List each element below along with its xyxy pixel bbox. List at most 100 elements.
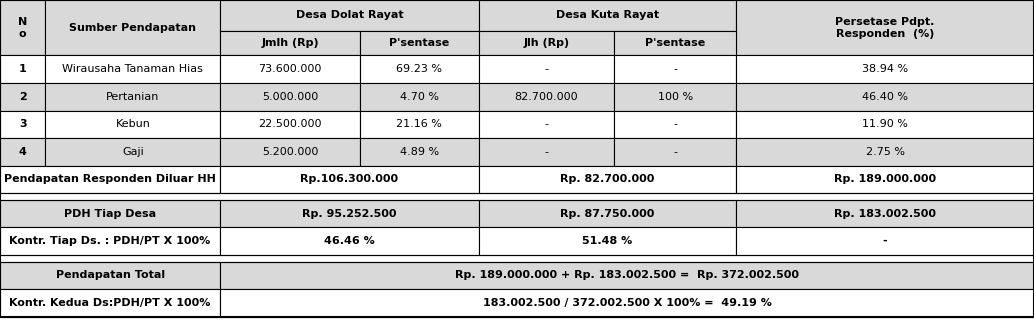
Bar [736, 0, 1034, 55]
Text: 100 %: 100 % [658, 92, 693, 102]
Bar [0, 289, 220, 317]
Bar [0, 200, 220, 227]
Bar [0, 111, 45, 138]
Text: 3: 3 [19, 119, 27, 129]
Bar [614, 31, 736, 55]
Bar [479, 83, 614, 111]
Text: N
o: N o [19, 17, 27, 39]
Text: Rp. 183.002.500: Rp. 183.002.500 [834, 208, 936, 219]
Text: 4: 4 [19, 147, 27, 157]
Bar [736, 200, 1034, 227]
Text: 38.94 %: 38.94 % [862, 64, 908, 74]
Text: Kontr. Tiap Ds. : PDH/PT X 100%: Kontr. Tiap Ds. : PDH/PT X 100% [9, 236, 211, 246]
Text: Kebun: Kebun [116, 119, 150, 129]
Bar [360, 138, 479, 166]
Text: Rp. 189.000.000: Rp. 189.000.000 [834, 174, 936, 185]
Text: -: - [673, 147, 677, 157]
Text: Pendapatan Total: Pendapatan Total [56, 270, 164, 281]
Text: Persetase Pdpt.
Responden  (%): Persetase Pdpt. Responden (%) [835, 17, 935, 39]
Text: -: - [545, 64, 548, 74]
Text: -: - [883, 236, 887, 246]
Text: Rp.106.300.000: Rp.106.300.000 [301, 174, 398, 185]
Bar [614, 55, 736, 83]
Text: Pendapatan Responden Diluar HH: Pendapatan Responden Diluar HH [4, 174, 216, 185]
Text: PDH Tiap Desa: PDH Tiap Desa [64, 208, 156, 219]
Text: 2.75 %: 2.75 % [865, 147, 905, 157]
Bar [220, 166, 479, 193]
Bar [0, 166, 220, 193]
Bar [0, 83, 45, 111]
Text: Jmlh (Rp): Jmlh (Rp) [262, 38, 318, 48]
Text: 183.002.500 / 372.002.500 X 100% =  49.19 %: 183.002.500 / 372.002.500 X 100% = 49.19… [483, 298, 771, 308]
Bar [479, 0, 736, 31]
Text: 11.90 %: 11.90 % [862, 119, 908, 129]
Text: Rp. 87.750.000: Rp. 87.750.000 [560, 208, 655, 219]
Bar [45, 0, 220, 55]
Text: Rp. 95.252.500: Rp. 95.252.500 [302, 208, 397, 219]
Bar [479, 31, 614, 55]
Bar [614, 138, 736, 166]
Text: 46.46 %: 46.46 % [324, 236, 375, 246]
Bar [614, 111, 736, 138]
Text: P'sentase: P'sentase [645, 38, 705, 48]
Bar [220, 55, 360, 83]
Bar [736, 83, 1034, 111]
Text: 73.600.000: 73.600.000 [258, 64, 322, 74]
Text: 51.48 %: 51.48 % [582, 236, 633, 246]
Bar [736, 138, 1034, 166]
Text: 4.70 %: 4.70 % [400, 92, 438, 102]
Text: -: - [673, 64, 677, 74]
Bar [479, 55, 614, 83]
Bar [0, 227, 220, 255]
Text: Desa Dolat Rayat: Desa Dolat Rayat [296, 10, 403, 20]
Bar [479, 227, 736, 255]
Text: 21.16 %: 21.16 % [396, 119, 443, 129]
Bar [45, 138, 220, 166]
Text: Kontr. Kedua Ds:PDH/PT X 100%: Kontr. Kedua Ds:PDH/PT X 100% [9, 298, 211, 308]
Text: P'sentase: P'sentase [389, 38, 450, 48]
Bar [360, 31, 479, 55]
Text: 1: 1 [19, 64, 27, 74]
Bar [0, 193, 1034, 200]
Text: 69.23 %: 69.23 % [396, 64, 443, 74]
Text: 22.500.000: 22.500.000 [258, 119, 322, 129]
Bar [360, 55, 479, 83]
Text: 2: 2 [19, 92, 27, 102]
Bar [479, 166, 736, 193]
Bar [0, 0, 45, 55]
Text: 46.40 %: 46.40 % [862, 92, 908, 102]
Bar [360, 83, 479, 111]
Bar [220, 138, 360, 166]
Bar [0, 255, 1034, 262]
Bar [736, 111, 1034, 138]
Bar [0, 55, 45, 83]
Text: 5.200.000: 5.200.000 [262, 147, 318, 157]
Bar [736, 227, 1034, 255]
Bar [220, 83, 360, 111]
Bar [220, 262, 1034, 289]
Bar [220, 111, 360, 138]
Text: -: - [545, 147, 548, 157]
Bar [220, 227, 479, 255]
Bar [360, 111, 479, 138]
Bar [614, 83, 736, 111]
Bar [45, 83, 220, 111]
Text: Gaji: Gaji [122, 147, 144, 157]
Bar [0, 262, 220, 289]
Text: -: - [673, 119, 677, 129]
Text: Sumber Pendapatan: Sumber Pendapatan [69, 23, 196, 33]
Bar [220, 289, 1034, 317]
Bar [0, 138, 45, 166]
Text: Wirausaha Tanaman Hias: Wirausaha Tanaman Hias [62, 64, 204, 74]
Text: 5.000.000: 5.000.000 [262, 92, 318, 102]
Bar [479, 200, 736, 227]
Bar [220, 200, 479, 227]
Text: Jlh (Rp): Jlh (Rp) [523, 38, 570, 48]
Bar [45, 111, 220, 138]
Text: Rp. 82.700.000: Rp. 82.700.000 [560, 174, 655, 185]
Bar [479, 138, 614, 166]
Bar [220, 31, 360, 55]
Text: 4.89 %: 4.89 % [400, 147, 438, 157]
Bar [220, 0, 479, 31]
Text: Desa Kuta Rayat: Desa Kuta Rayat [556, 10, 659, 20]
